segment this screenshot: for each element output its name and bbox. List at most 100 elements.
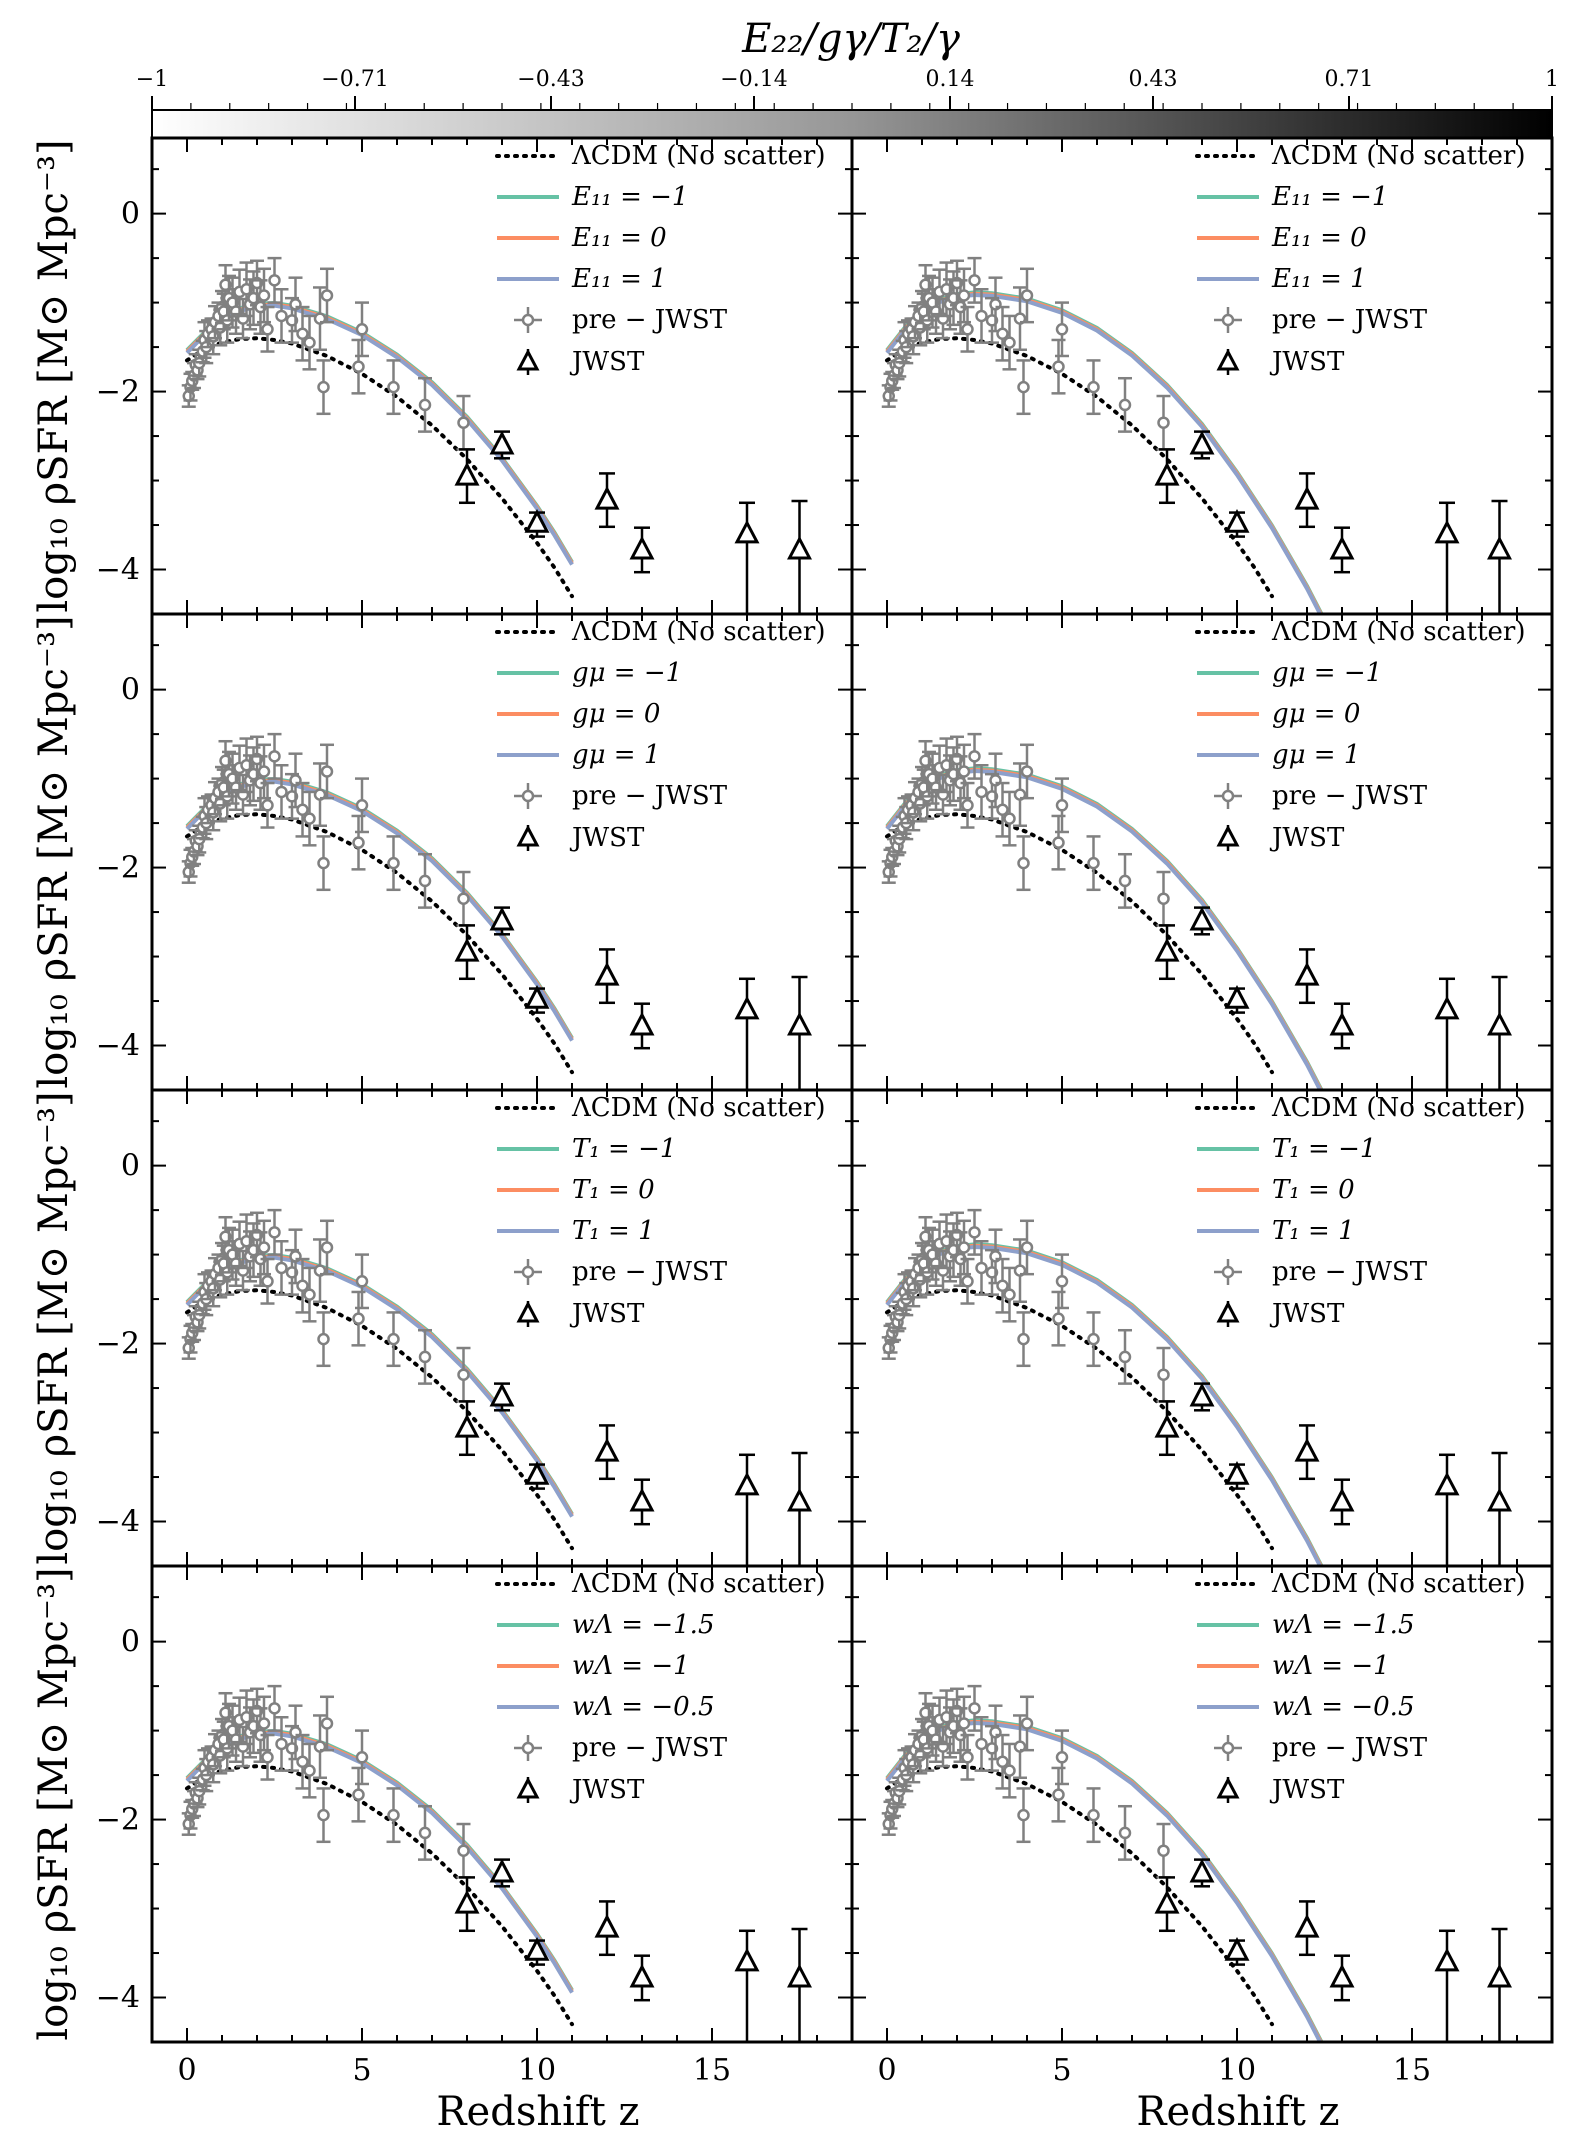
colorbar-gradient bbox=[151, 109, 1553, 139]
prejwst-point bbox=[1020, 765, 1034, 778]
prejwst-point bbox=[207, 806, 220, 819]
jwst-point bbox=[1487, 1963, 1512, 1988]
jwst-point bbox=[1154, 1413, 1180, 1438]
prejwst-point bbox=[257, 765, 271, 778]
legend-jwst-label: JWST bbox=[569, 823, 645, 853]
prejwst-point bbox=[457, 416, 470, 429]
prejwst-point bbox=[268, 274, 281, 287]
prejwst-point bbox=[261, 323, 274, 336]
prejwst-point bbox=[1017, 856, 1030, 870]
legend-prejwst-marker bbox=[1221, 313, 1235, 327]
colorbar-title: E₂₂/gγ/T₂/γ bbox=[741, 16, 960, 62]
jwst-point bbox=[594, 485, 620, 510]
prejwst-point bbox=[1055, 1751, 1069, 1764]
legend-model-label: wΛ = −1 bbox=[572, 1651, 690, 1681]
legend-jwst-marker bbox=[1216, 1300, 1240, 1323]
jwst-point bbox=[787, 1963, 812, 1988]
jwst-point bbox=[1487, 535, 1512, 560]
legend: ΛCDM (No scatter) gμ = −1 gμ = 0 gμ = 1 pre … bbox=[495, 617, 825, 853]
prejwst-point bbox=[1118, 1826, 1132, 1840]
legend-prejwst-label: pre − JWST bbox=[1272, 305, 1428, 335]
x-tick-label: 10 bbox=[518, 2053, 556, 2088]
legend-model-label: E₁₁ = 1 bbox=[1271, 264, 1367, 294]
legend-lcdm-label: ΛCDM (No scatter) bbox=[571, 1569, 825, 1599]
legend-prejwst-marker bbox=[1221, 1741, 1235, 1755]
lcdm-curve bbox=[185, 1764, 574, 2027]
jwst-point bbox=[489, 1382, 515, 1407]
prejwst-point bbox=[296, 803, 309, 816]
y-tick-label: −2 bbox=[96, 1803, 140, 1838]
prejwst-point bbox=[275, 1261, 288, 1275]
jwst-point bbox=[1189, 1382, 1215, 1407]
prejwst-point bbox=[1118, 874, 1132, 888]
legend-prejwst-label: pre − JWST bbox=[1272, 1257, 1428, 1287]
prejwst-point bbox=[296, 327, 309, 340]
jwst-point bbox=[734, 1471, 760, 1496]
legend-model-label: T₁ = 1 bbox=[1272, 1216, 1355, 1246]
prejwst-point bbox=[1017, 380, 1030, 394]
legend-jwst-label: JWST bbox=[569, 347, 645, 377]
prejwst-point bbox=[1020, 289, 1034, 302]
legend-prejwst-label: pre − JWST bbox=[1272, 781, 1428, 811]
legend-lcdm-label: ΛCDM (No scatter) bbox=[1271, 1569, 1525, 1599]
legend-model-label: gμ = 0 bbox=[1272, 699, 1360, 729]
jwst-point bbox=[1154, 937, 1180, 962]
model-curve-low bbox=[185, 1728, 574, 1992]
prejwst-point bbox=[387, 1808, 400, 1822]
model-curve-high bbox=[185, 779, 574, 1042]
legend-prejwst-label: pre − JWST bbox=[572, 781, 728, 811]
prejwst-point bbox=[387, 380, 400, 394]
prejwst-point bbox=[996, 803, 1009, 816]
prejwst-point bbox=[257, 1717, 271, 1730]
prejwst-point bbox=[261, 799, 274, 812]
legend-model-label: wΛ = −0.5 bbox=[572, 1692, 714, 1722]
y-tick-label: −4 bbox=[96, 1981, 140, 2016]
legend-lcdm-label: ΛCDM (No scatter) bbox=[1271, 617, 1525, 647]
prejwst-point bbox=[968, 1226, 981, 1239]
prejwst-point bbox=[257, 289, 271, 302]
plot-area bbox=[881, 732, 1512, 1090]
legend-model-label: T₁ = 1 bbox=[572, 1216, 655, 1246]
lcdm-curve bbox=[885, 812, 1274, 1075]
model-curve-low bbox=[885, 1718, 1324, 2042]
legend-jwst-marker bbox=[516, 1776, 540, 1799]
prejwst-point bbox=[1157, 1368, 1170, 1381]
legend: ΛCDM (No scatter) E₁₁ = −1 E₁₁ = 0 E₁₁ = 1 p… bbox=[495, 141, 825, 377]
legend-prejwst-marker bbox=[521, 313, 535, 327]
panel-3-left: 0 −2 −4 log₁₀ ρSFR [M⊙ Mpc⁻³] ΛCDM (No scatt… bbox=[31, 1088, 854, 1568]
y-axis-label: log₁₀ ρSFR [M⊙ Mpc⁻³] bbox=[31, 1567, 77, 2040]
legend: ΛCDM (No scatter) wΛ = −1.5 wΛ = −1 wΛ = −0… bbox=[1195, 1569, 1525, 1805]
y-tick-label: 0 bbox=[121, 673, 140, 708]
model-curve-low bbox=[185, 1252, 574, 1516]
jwst-point bbox=[454, 1413, 480, 1438]
prejwst-point bbox=[418, 1350, 432, 1364]
y-tick-label: −4 bbox=[96, 553, 140, 588]
prejwst-point bbox=[968, 750, 981, 763]
prejwst-point bbox=[907, 806, 920, 819]
prejwst-point bbox=[907, 1758, 920, 1771]
prejwst-point bbox=[352, 360, 365, 373]
prejwst-point bbox=[1052, 1788, 1065, 1801]
prejwst-point bbox=[457, 1844, 470, 1857]
prejwst-point bbox=[387, 856, 400, 870]
prejwst-point bbox=[1052, 360, 1065, 373]
panel-1-left: 0 −2 −4 log₁₀ ρSFR [M⊙ Mpc⁻³] ΛCDM (No scatt… bbox=[31, 136, 854, 616]
legend-jwst-label: JWST bbox=[1269, 823, 1345, 853]
jwst-point bbox=[787, 1011, 812, 1036]
prejwst-point bbox=[957, 289, 971, 302]
prejwst-point bbox=[207, 1282, 220, 1295]
prejwst-point bbox=[996, 1755, 1009, 1768]
legend-model-label: gμ = 1 bbox=[572, 740, 660, 770]
legend-model-label: wΛ = −0.5 bbox=[1272, 1692, 1414, 1722]
colorbar-tick-label: 1 bbox=[1545, 67, 1559, 92]
colorbar-tick-label: −1 bbox=[136, 67, 168, 92]
prejwst-point bbox=[1020, 1717, 1034, 1730]
jwst-point bbox=[524, 509, 550, 533]
legend-jwst-label: JWST bbox=[1269, 347, 1345, 377]
jwst-point bbox=[787, 535, 812, 560]
plot-area bbox=[181, 1208, 812, 1566]
legend-model-label: E₁₁ = 0 bbox=[1271, 223, 1367, 253]
prejwst-point bbox=[1087, 856, 1100, 870]
colorbar-tick-label: 0.14 bbox=[926, 67, 975, 92]
model-curve-low bbox=[885, 1242, 1324, 1566]
